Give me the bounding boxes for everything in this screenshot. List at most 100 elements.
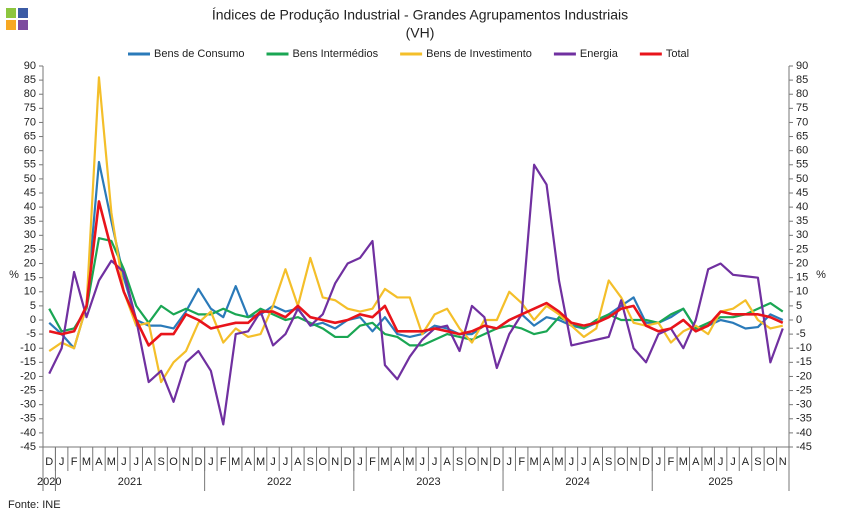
x-tick-label: J — [134, 456, 140, 468]
year-label: 2021 — [118, 476, 142, 488]
y2-tick-label: 50 — [796, 173, 808, 185]
x-tick-label: F — [518, 456, 525, 468]
y-axis-label: % — [9, 269, 19, 281]
x-tick-label: A — [394, 456, 402, 468]
x-tick-label: M — [554, 456, 563, 468]
x-tick-label: F — [220, 456, 227, 468]
y2-tick-label: 25 — [796, 243, 808, 255]
y2-tick-label: 60 — [796, 145, 808, 157]
legend-label: Bens de Consumo — [154, 48, 245, 60]
y2-tick-label: -35 — [796, 413, 812, 425]
y-tick-label: -35 — [20, 413, 36, 425]
year-label: 2020 — [37, 476, 61, 488]
y2-tick-label: -15 — [796, 356, 812, 368]
y-tick-label: -20 — [20, 370, 36, 382]
x-tick-label: D — [344, 456, 352, 468]
x-tick-label: F — [668, 456, 675, 468]
x-tick-label: J — [432, 456, 438, 468]
series-line — [48, 160, 784, 350]
x-tick-label: D — [493, 456, 501, 468]
y-tick-label: -15 — [20, 356, 36, 368]
x-tick-label: O — [169, 456, 178, 468]
x-tick-label: J — [718, 456, 724, 468]
year-label: 2022 — [267, 476, 291, 488]
series-line — [48, 200, 784, 347]
chart-title: Índices de Produção Industrial - Grandes… — [212, 7, 628, 23]
x-tick-label: J — [581, 456, 587, 468]
series-line — [48, 163, 784, 426]
y-tick-label: 20 — [24, 257, 36, 269]
y-tick-label: 40 — [24, 201, 36, 213]
x-tick-label: S — [754, 456, 761, 468]
x-tick-label: M — [530, 456, 539, 468]
x-tick-label: M — [82, 456, 91, 468]
y2-tick-label: 20 — [796, 257, 808, 269]
y-tick-label: 45 — [24, 187, 36, 199]
y2-tick-label: -20 — [796, 370, 812, 382]
x-tick-label: A — [742, 456, 750, 468]
y2-tick-label: -45 — [796, 441, 812, 453]
x-tick-label: J — [357, 456, 363, 468]
y-tick-label: 80 — [24, 88, 36, 100]
y2-tick-label: 90 — [796, 60, 808, 72]
y-tick-label: 25 — [24, 243, 36, 255]
y2-tick-label: -40 — [796, 427, 812, 439]
year-label: 2023 — [416, 476, 440, 488]
year-label: 2025 — [708, 476, 732, 488]
x-tick-label: M — [256, 456, 265, 468]
y2-tick-label: -25 — [796, 384, 812, 396]
x-tick-label: M — [405, 456, 414, 468]
x-tick-label: M — [679, 456, 688, 468]
y-tick-label: 55 — [24, 159, 36, 171]
y-tick-label: 10 — [24, 286, 36, 298]
y-tick-label: 0 — [30, 314, 36, 326]
y2-tick-label: 45 — [796, 187, 808, 199]
x-tick-label: F — [71, 456, 78, 468]
y-tick-label: 65 — [24, 130, 36, 142]
x-tick-label: O — [617, 456, 626, 468]
y2-tick-label: 70 — [796, 116, 808, 128]
y2-tick-label: 80 — [796, 88, 808, 100]
series-line — [48, 237, 784, 347]
x-tick-label: N — [331, 456, 339, 468]
x-tick-label: D — [45, 456, 53, 468]
y2-tick-label: 5 — [796, 300, 802, 312]
x-tick-label: A — [244, 456, 252, 468]
y2-tick-label: 85 — [796, 74, 808, 86]
x-tick-label: J — [283, 456, 289, 468]
y2-tick-label: 75 — [796, 102, 808, 114]
y-tick-label: 30 — [24, 229, 36, 241]
source: Fonte: INE — [8, 499, 61, 511]
y2-axis-label: % — [816, 269, 826, 281]
legend-label: Total — [666, 48, 689, 60]
x-tick-label: N — [480, 456, 488, 468]
x-tick-label: J — [419, 456, 425, 468]
x-tick-label: O — [318, 456, 327, 468]
x-tick-label: S — [157, 456, 164, 468]
y2-tick-label: 40 — [796, 201, 808, 213]
x-tick-label: S — [605, 456, 612, 468]
x-tick-label: N — [630, 456, 638, 468]
y2-tick-label: -10 — [796, 342, 812, 354]
y-tick-label: 15 — [24, 272, 36, 284]
y2-tick-label: -5 — [796, 328, 806, 340]
x-tick-label: M — [704, 456, 713, 468]
x-tick-label: D — [194, 456, 202, 468]
x-tick-label: A — [543, 456, 551, 468]
y2-tick-label: 55 — [796, 159, 808, 171]
x-tick-label: A — [294, 456, 302, 468]
y-tick-label: 75 — [24, 102, 36, 114]
x-tick-label: N — [779, 456, 787, 468]
y2-tick-label: 30 — [796, 229, 808, 241]
x-tick-label: J — [569, 456, 575, 468]
y-tick-label: -45 — [20, 441, 36, 453]
x-tick-label: J — [59, 456, 65, 468]
chart-subtitle: (VH) — [406, 25, 435, 41]
y-tick-label: 85 — [24, 74, 36, 86]
legend-label: Bens Intermédios — [293, 48, 379, 60]
y-tick-label: 70 — [24, 116, 36, 128]
y2-tick-label: -30 — [796, 399, 812, 411]
x-tick-label: O — [766, 456, 775, 468]
y-tick-label: 35 — [24, 215, 36, 227]
